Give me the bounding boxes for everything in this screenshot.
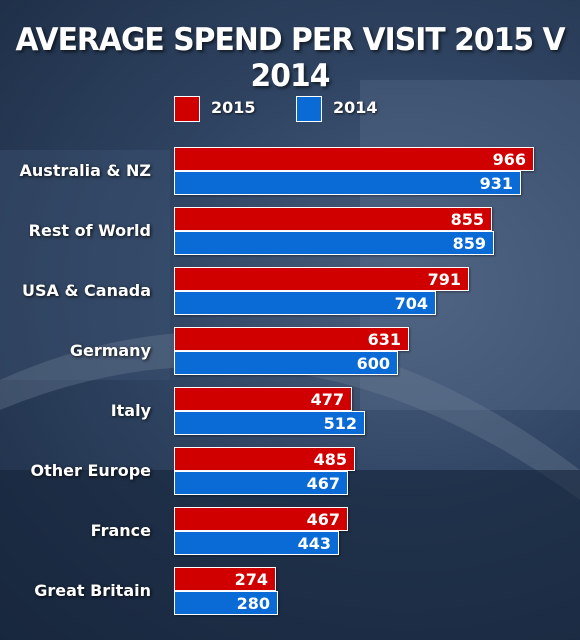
- category-label: Australia & NZ: [19, 161, 151, 180]
- bar-value-label: 931: [479, 174, 513, 193]
- bar-value-label: 274: [234, 570, 268, 589]
- bar-2014: 931: [174, 171, 521, 195]
- legend-swatch-2015: [174, 96, 200, 122]
- legend: 2015 2014: [0, 95, 580, 123]
- bar-2014: 467: [174, 471, 348, 495]
- legend-label-2014: 2014: [333, 98, 378, 117]
- bar-2014: 280: [174, 591, 278, 615]
- bg-river: [0, 470, 580, 640]
- bar-value-label: 443: [297, 534, 331, 553]
- bar-2015: 855: [174, 207, 492, 231]
- bar-value-label: 966: [492, 150, 526, 169]
- category-label: Other Europe: [30, 461, 151, 480]
- bar-2015: 485: [174, 447, 355, 471]
- bar-2015: 477: [174, 387, 352, 411]
- bar-value-label: 467: [306, 474, 340, 493]
- bg-building-left: [0, 150, 170, 380]
- bar-value-label: 280: [236, 594, 270, 613]
- bar-2014: 512: [174, 411, 365, 435]
- category-label: USA & Canada: [22, 281, 151, 300]
- category-label: Great Britain: [34, 581, 151, 600]
- bar-value-label: 600: [356, 354, 390, 373]
- bar-2014: 600: [174, 351, 398, 375]
- bar-2015: 467: [174, 507, 348, 531]
- bar-2014: 859: [174, 231, 494, 255]
- bar-2014: 443: [174, 531, 339, 555]
- legend-swatch-2014: [296, 96, 322, 122]
- category-label: France: [90, 521, 151, 540]
- category-label: Germany: [69, 341, 151, 360]
- bar-2015: 274: [174, 567, 276, 591]
- bar-value-label: 467: [306, 510, 340, 529]
- bar-value-label: 791: [427, 270, 461, 289]
- bar-value-label: 512: [323, 414, 357, 433]
- bar-value-label: 855: [450, 210, 484, 229]
- bar-2015: 631: [174, 327, 409, 351]
- bar-value-label: 631: [367, 330, 401, 349]
- bar-value-label: 477: [310, 390, 344, 409]
- category-label: Rest of World: [28, 221, 151, 240]
- bar-value-label: 704: [394, 294, 428, 313]
- legend-label-2015: 2015: [211, 98, 256, 117]
- bar-value-label: 859: [452, 234, 486, 253]
- bar-value-label: 485: [313, 450, 347, 469]
- bar-2015: 966: [174, 147, 534, 171]
- category-label: Italy: [110, 401, 151, 420]
- bar-2014: 704: [174, 291, 436, 315]
- bar-2015: 791: [174, 267, 469, 291]
- chart-title: AVERAGE SPEND PER VISIT 2015 V 2014: [15, 22, 565, 94]
